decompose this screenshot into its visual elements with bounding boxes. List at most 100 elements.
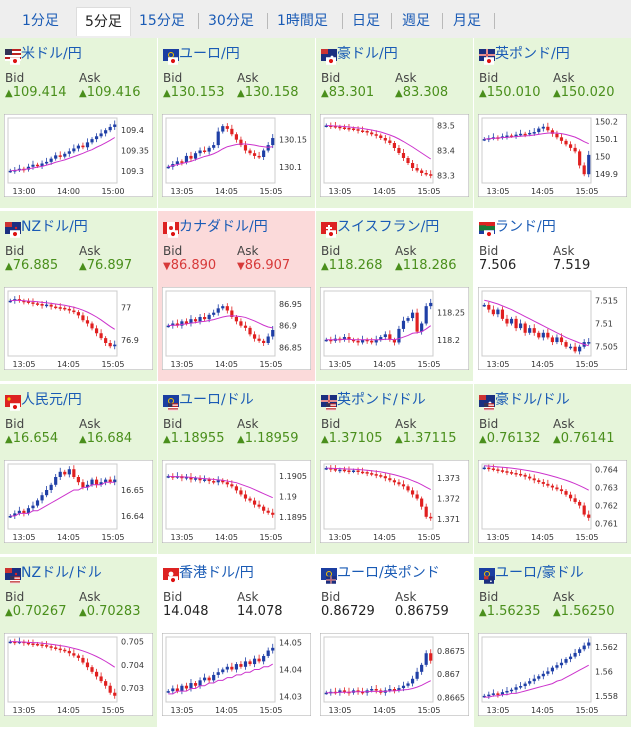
candle-body (40, 495, 44, 501)
candlestick-chart[interactable]: 0.764 0.763 0.762 0.761 13:05 14:05 15:05 (478, 460, 627, 543)
ask-value: 14.078 (237, 604, 283, 619)
candle-body (338, 690, 342, 693)
candlestick-chart[interactable]: 0.8675 0.867 0.8665 13:05 14:05 15:05 (320, 633, 469, 716)
currency-card[interactable]: ユーロ/ドル Bid Ask ▲1.18955 ▲1.18959 1.1905 1.19 1.… (158, 384, 315, 554)
candle-body (505, 135, 509, 138)
candle-body (58, 307, 62, 309)
candlestick-chart[interactable]: 150.2 150.1 150 149.9 13:05 14:05 15:05 (478, 114, 627, 197)
tab-weekly[interactable]: 週足 (402, 13, 430, 29)
pair-name-link[interactable]: スイスフラン/円 (337, 219, 440, 235)
moving-average-line (10, 299, 115, 330)
candle-body (198, 150, 202, 154)
ask-value: ▲76.897 (79, 258, 132, 273)
candle-body (528, 132, 532, 135)
currency-card[interactable]: 英ポンド/円 Bid Ask ▲150.010 ▲150.020 150.2 150.1 15… (474, 38, 631, 208)
candlestick-chart[interactable]: 1.1905 1.19 1.1895 13:05 14:05 15:05 (162, 460, 311, 543)
pair-name-link[interactable]: ユーロ/円 (179, 46, 240, 62)
candle-body (420, 170, 424, 173)
pair-name-link[interactable]: カナダドル/円 (179, 219, 268, 235)
candlestick-chart[interactable]: 1.562 1.56 1.558 13:05 14:05 15:05 (478, 633, 627, 716)
currency-card[interactable]: 豪ドル/ドル Bid Ask ▲0.76132 ▲0.76141 0.764 0.763 0.… (474, 384, 631, 554)
candlestick-chart[interactable]: 1.373 1.372 1.371 13:05 14:05 15:05 (320, 460, 469, 543)
candlestick-chart[interactable]: 130.15 130.1 13:05 14:05 15:05 (162, 114, 311, 197)
currency-card[interactable]: NZドル/円 Bid Ask ▲76.885 ▲76.897 77 76.9 13:05 14:… (0, 211, 157, 381)
currency-card[interactable]: ランド/円 Bid Ask 7.506 7.519 7.515 7.51 7.505 13:05… (474, 211, 631, 381)
currency-card[interactable]: 人民元/円 Bid Ask ▲16.654 ▲16.684 16.65 16.64 13:05… (0, 384, 157, 554)
candlestick-chart[interactable]: 118.25 118.2 13:05 14:05 15:05 (320, 287, 469, 370)
candlestick-chart[interactable]: 86.95 86.9 86.85 13:05 14:05 15:05 (162, 287, 311, 370)
candlestick-chart[interactable]: 14.05 14.04 14.03 13:05 14:05 15:05 (162, 633, 311, 716)
currency-card[interactable]: 英ポンド/ドル Bid Ask ▲1.37105 ▲1.37115 1.373 1.372 1… (316, 384, 473, 554)
pair-name-link[interactable]: NZドル/ドル (21, 565, 102, 581)
pair-name-link[interactable]: ユーロ/ドル (179, 392, 254, 408)
pair-name-link[interactable]: ユーロ/英ポンド (337, 565, 440, 581)
candle-body (392, 689, 396, 691)
candlestick-chart[interactable]: 0.705 0.704 0.703 13:05 14:05 15:05 (4, 633, 153, 716)
tab-15min[interactable]: 15分足 (139, 13, 185, 29)
pair-name-link[interactable]: 香港ドル/円 (179, 565, 254, 581)
moving-average-line (326, 125, 432, 160)
y-tick-label: 1.56 (595, 667, 613, 676)
candle-body (415, 494, 419, 499)
pair-name-link[interactable]: ランド/円 (495, 219, 556, 235)
pair-name-link[interactable]: 人民元/円 (21, 392, 82, 408)
currency-card[interactable]: ユーロ/円 Bid Ask ▲130.153 ▲130.158 130.15 130.1 13… (158, 38, 315, 208)
candlestick-chart[interactable]: 109.4 109.35 109.3 13:00 14:00 15:00 (4, 114, 153, 197)
pair-name-link[interactable]: 英ポンド/円 (495, 46, 570, 62)
candle-body (26, 166, 31, 170)
pair-name-link[interactable]: 豪ドル/円 (337, 46, 398, 62)
candle-body (429, 302, 433, 307)
currency-card[interactable]: 香港ドル/円 Bid Ask 14.048 14.078 14.05 14.04 14.03 1… (158, 557, 315, 727)
candlestick-chart[interactable]: 77 76.9 13:05 14:05 15:05 (4, 287, 153, 370)
candle-body (45, 161, 49, 164)
tab-daily[interactable]: 日足 (352, 13, 380, 29)
price-text: 0.86729 (321, 604, 375, 619)
currency-card[interactable]: カナダドル/円 Bid Ask ▼86.890 ▼86.907 86.95 86.9 86.8… (158, 211, 315, 381)
y-tick-label: 0.762 (595, 502, 618, 511)
currency-card[interactable]: ユーロ/英ポンド Bid Ask 0.86729 0.86759 0.8675 0.867 0… (316, 557, 473, 727)
currency-card[interactable]: ユーロ/豪ドル Bid Ask ▲1.56235 ▲1.56250 1.562 1.56 1.… (474, 557, 631, 727)
x-tick-label: 13:05 (12, 360, 35, 369)
tab-30min[interactable]: 30分足 (208, 13, 254, 29)
candle-body (104, 681, 108, 686)
tab-1min[interactable]: 1分足 (22, 13, 59, 29)
candle-body (365, 339, 369, 342)
y-tick-label: 1.1895 (279, 513, 307, 522)
currency-card[interactable]: 米ドル/円 Bid Ask ▲109.414 ▲109.416 109.4 109.35 10… (0, 38, 157, 208)
tab-monthly[interactable]: 月足 (453, 13, 481, 29)
tab-5min[interactable]: 5分足 (76, 7, 131, 36)
up-arrow-icon: ▲ (321, 261, 329, 272)
candlestick-chart[interactable]: 16.65 16.64 13:05 14:05 15:05 (4, 460, 153, 543)
moving-average-line (326, 467, 431, 491)
candle-body (17, 510, 21, 514)
moving-average-line (326, 325, 432, 341)
up-arrow-icon: ▲ (237, 88, 245, 99)
candle-body (351, 128, 356, 130)
candle-body (388, 334, 392, 340)
tab-1hour[interactable]: 1時間足 (277, 13, 328, 29)
currency-card[interactable]: NZドル/ドル Bid Ask ▲0.70267 ▲0.70283 0.705 0.704 0… (0, 557, 157, 727)
candle-body (72, 469, 76, 477)
candle-body (342, 469, 347, 472)
candle-body (49, 158, 53, 162)
pair-name-link[interactable]: 米ドル/円 (21, 46, 82, 62)
bid-label: Bid (321, 590, 341, 604)
bid-value: ▲16.654 (5, 431, 58, 446)
candlestick-chart[interactable]: 7.515 7.51 7.505 13:05 14:05 15:05 (478, 287, 627, 370)
candle-body (532, 328, 536, 333)
price-text: 0.70267 (12, 604, 67, 619)
candlestick-chart[interactable]: 83.5 83.4 83.3 13:05 14:05 15:05 (320, 114, 469, 197)
currency-card[interactable]: 豪ドル/円 Bid Ask ▲83.301 ▲83.308 83.5 83.4 83.3 13:… (316, 38, 473, 208)
pair-name-link[interactable]: 英ポンド/ドル (337, 392, 426, 408)
pair-name-link[interactable]: NZドル/円 (21, 219, 88, 235)
currency-card[interactable]: スイスフラン/円 Bid Ask ▲118.268 ▲118.286 118.25 118.… (316, 211, 473, 381)
candle-body (63, 307, 67, 310)
candle-body (67, 650, 71, 654)
candle-body (248, 661, 252, 665)
pair-name-link[interactable]: ユーロ/豪ドル (495, 565, 584, 581)
ask-value: ▲150.020 (553, 85, 614, 100)
candle-body (573, 346, 577, 352)
pair-name-link[interactable]: 豪ドル/ドル (495, 392, 570, 408)
x-tick-label: 15:05 (259, 360, 282, 369)
candle-body (537, 676, 541, 679)
